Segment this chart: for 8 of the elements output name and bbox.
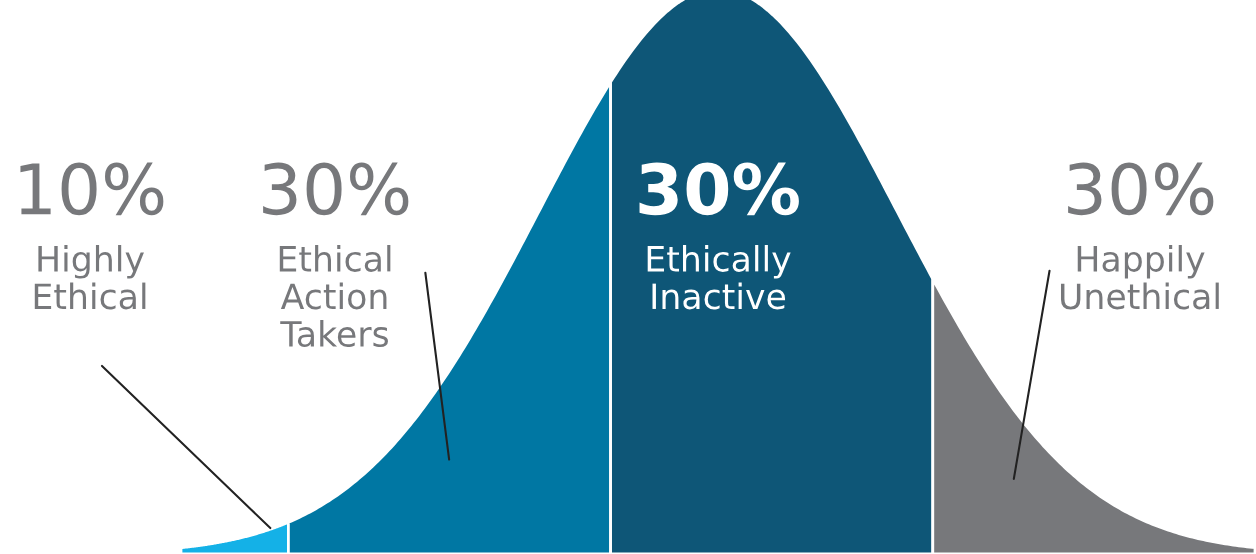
data-label: 30%	[639, 162, 799, 216]
data-label: 10%	[20, 162, 164, 216]
category-label: Ethically Inactive	[647, 245, 791, 310]
data-label: 30%	[1068, 162, 1214, 216]
data-label: 30%	[263, 162, 409, 216]
category-label: Ethical Action Takers	[279, 245, 391, 347]
category-label: Happily Unethical	[1060, 245, 1219, 310]
category-label: Highly Ethical	[34, 245, 146, 310]
